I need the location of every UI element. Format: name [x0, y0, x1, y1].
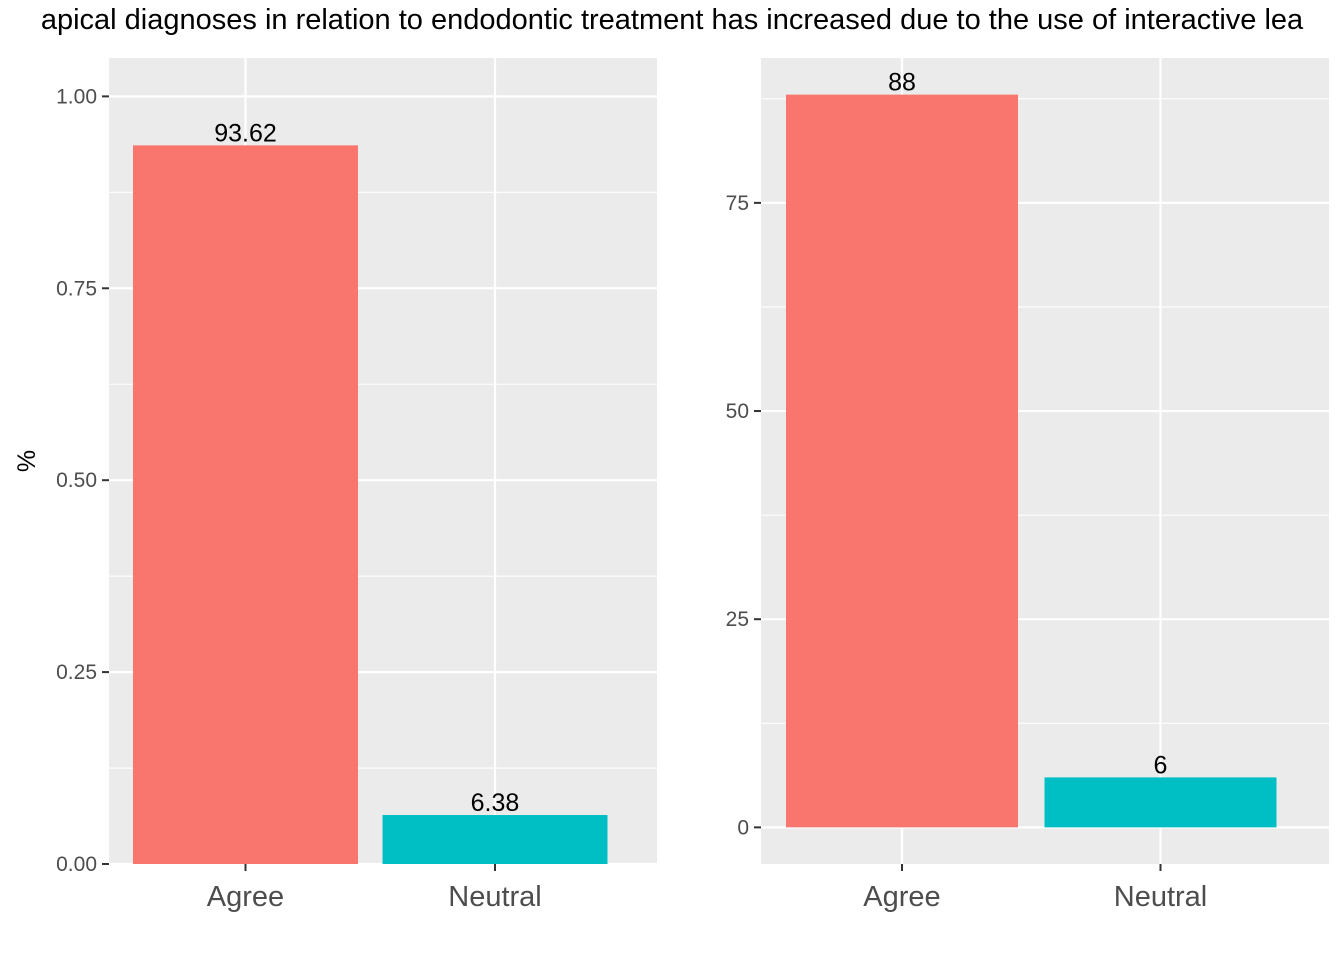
bar-neutral — [382, 815, 608, 864]
y-tick-label: 1.00 — [56, 85, 97, 108]
bar-neutral — [1044, 777, 1277, 828]
left-chart-panel: 0.00 0.25 0.50 0.75 1.00 93.62 Agree 6.38 Neutra… — [13, 58, 657, 913]
bar-agree — [133, 145, 358, 864]
data-label-neutral: 6 — [1154, 751, 1168, 779]
x-tick-label-neutral: Neutral — [448, 881, 542, 913]
data-label-agree: 88 — [888, 69, 916, 97]
y-tick-label: 0.50 — [56, 469, 97, 492]
chart-title: apical diagnoses in relation to endodont… — [0, 4, 1344, 44]
bar-agree — [786, 94, 1018, 828]
y-tick-label: 50 — [726, 400, 749, 423]
y-tick-label: 0.25 — [56, 661, 97, 684]
chart-title-text: apical diagnoses in relation to endodont… — [40, 4, 1304, 36]
data-label-agree: 93.62 — [214, 119, 277, 147]
right-chart-panel: 0 25 50 75 88 Agree 6 Neutral — [726, 58, 1329, 913]
y-axis-title: % — [13, 450, 41, 472]
y-tick-label: 25 — [726, 608, 749, 631]
y-tick-label: 0 — [737, 816, 749, 839]
data-label-neutral: 6.38 — [471, 789, 520, 817]
y-tick-label: 75 — [726, 192, 749, 215]
y-tick-label: 0.75 — [56, 277, 97, 300]
y-tick-label: 0.00 — [56, 853, 97, 876]
x-tick-label-agree: Agree — [863, 881, 940, 913]
x-tick-label-agree: Agree — [207, 881, 284, 913]
x-tick-label-neutral: Neutral — [1114, 881, 1208, 913]
